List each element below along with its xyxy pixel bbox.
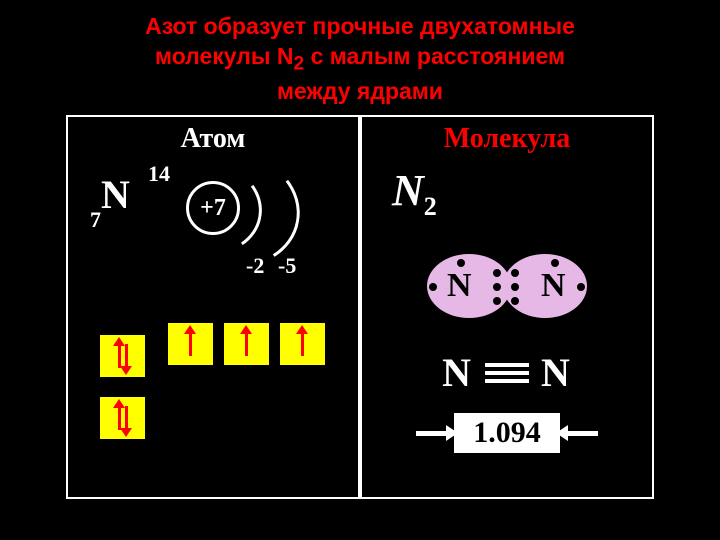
title-sub: 2 (294, 53, 305, 74)
orbital-box (100, 335, 145, 377)
lewis-N-right: N (541, 267, 566, 305)
atomic-number: 7 (90, 207, 101, 232)
spin-down-icon (125, 406, 128, 430)
atom-panel: Атом 7N 14 +7 -2 -5 (66, 115, 360, 499)
orbital-box (100, 397, 145, 439)
triple-bond-formula: N N (362, 349, 652, 396)
arrow-right-icon (416, 431, 448, 436)
orbital-box (224, 323, 269, 365)
title-line1: Азот образует прочные двухатомные (145, 13, 575, 39)
spin-down-icon (125, 344, 128, 368)
spin-up-icon (301, 332, 304, 356)
n2-sub: 2 (424, 192, 437, 221)
element-symbol: N (101, 172, 130, 217)
spin-up-icon (118, 406, 121, 430)
spin-up-icon (245, 332, 248, 356)
panel-container: Атом 7N 14 +7 -2 -5 Молекула N2 N N (0, 115, 720, 499)
bond-length-row: 1.094 (362, 413, 652, 453)
title-line2a: молекулы N (155, 43, 294, 69)
spin-up-icon (118, 344, 121, 368)
nuclide-symbol: 7N 14 (90, 171, 130, 223)
spin-up-icon (189, 332, 192, 356)
n2-formula: N2 (392, 165, 437, 222)
orbital-box (168, 323, 213, 365)
mass-number: 14 (148, 161, 170, 187)
triple-bond-icon (485, 359, 529, 387)
n2-N: N (392, 166, 424, 215)
atom-panel-title: Атом (68, 117, 358, 155)
title-line2b: с малым расстоянием (304, 43, 565, 69)
lewis-N-left: N (447, 267, 472, 305)
triple-N-left: N (442, 350, 473, 395)
bond-length-value: 1.094 (454, 413, 560, 453)
molecule-panel-title: Молекула (362, 117, 652, 155)
title-line3: между ядрами (277, 78, 443, 104)
arrow-left-icon (566, 431, 598, 436)
lewis-structure: N N (407, 249, 607, 323)
triple-N-right: N (541, 350, 572, 395)
molecule-panel: Молекула N2 N N N N (360, 115, 654, 499)
shell1-count: -2 (246, 253, 264, 279)
slide-title: Азот образует прочные двухатомные молеку… (0, 0, 720, 115)
shell2-count: -5 (278, 253, 296, 279)
orbital-box (280, 323, 325, 365)
